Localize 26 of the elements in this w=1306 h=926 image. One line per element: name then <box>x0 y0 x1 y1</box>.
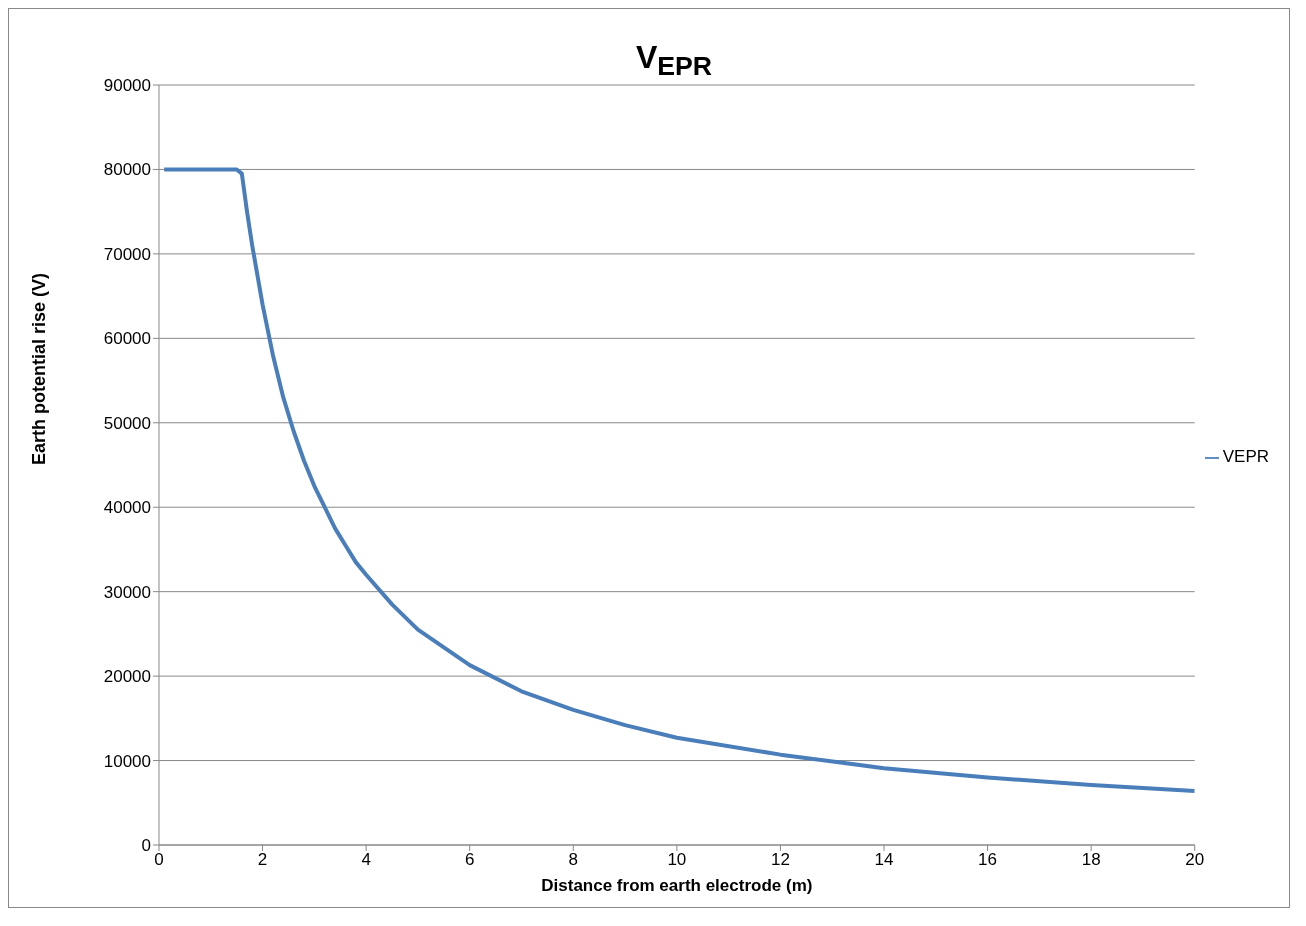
chart-title: V$_{EPR}$ <box>635 39 713 82</box>
x-tick-label: 16 <box>978 850 998 870</box>
line-series <box>162 167 1195 793</box>
y-tick-label: 70000 <box>103 244 151 264</box>
x-tick-label: 12 <box>770 850 790 870</box>
y-axis-title: Earth potential rise (V) <box>29 272 50 465</box>
y-tick-label: 20000 <box>103 667 151 687</box>
x-tick-label: 4 <box>361 850 371 870</box>
y-tick-label: 30000 <box>103 582 151 602</box>
y-tick-label: 60000 <box>103 329 151 349</box>
x-tick-label: 20 <box>1185 850 1205 870</box>
y-tick-label: 50000 <box>103 413 151 433</box>
x-tick-label: 10 <box>667 850 687 870</box>
x-tick-label: 8 <box>568 850 579 870</box>
x-tick-label: 14 <box>874 850 894 870</box>
y-tick-label: 0 <box>141 836 151 856</box>
y-tick-label: 80000 <box>103 160 151 180</box>
y-tick-label: 10000 <box>103 751 151 771</box>
x-tick-label: 0 <box>154 850 164 870</box>
y-tick-label: 90000 <box>103 76 151 96</box>
x-axis-title: Distance from earth electrode (m) <box>541 876 813 895</box>
x-tick-label: 18 <box>1081 850 1101 870</box>
y-tick-label: 40000 <box>103 498 151 518</box>
x-tick-label: 6 <box>464 850 475 870</box>
legend-label: VEPR <box>1222 447 1269 466</box>
x-tick-label: 2 <box>257 850 268 870</box>
